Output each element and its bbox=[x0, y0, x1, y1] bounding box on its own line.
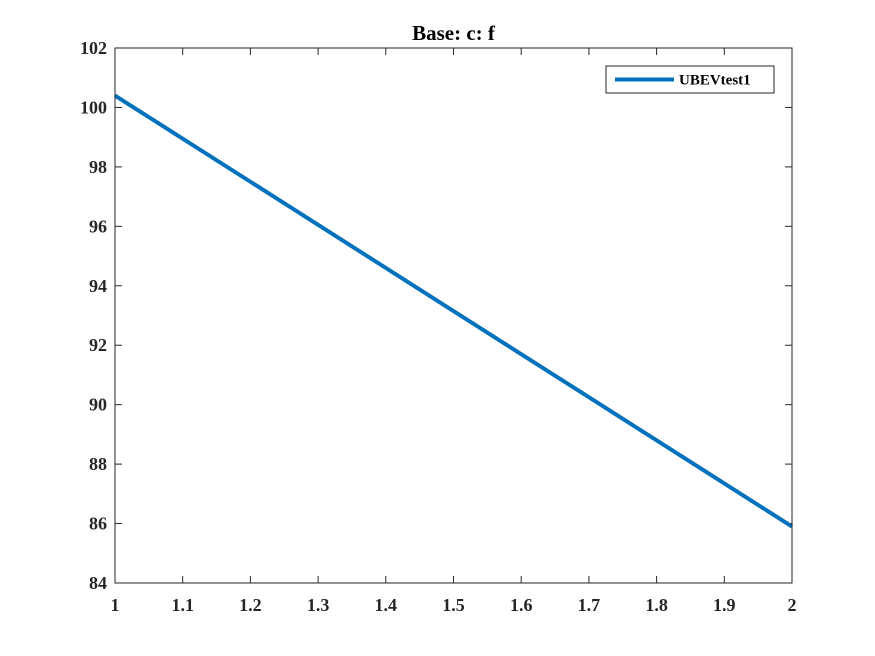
y-tick-label: 92 bbox=[89, 335, 107, 355]
x-tick-label: 1 bbox=[111, 595, 120, 615]
y-tick-label: 100 bbox=[80, 97, 107, 117]
y-tick-label: 94 bbox=[89, 276, 107, 296]
x-tick-label: 1.3 bbox=[307, 595, 330, 615]
y-tick-label: 84 bbox=[89, 573, 107, 593]
y-tick-label: 98 bbox=[89, 157, 107, 177]
x-tick-label: 1.1 bbox=[171, 595, 194, 615]
series-layer bbox=[113, 93, 794, 529]
x-tick-label: 1.7 bbox=[578, 595, 601, 615]
axis-ticks: 1 1.1 1.2 1.3 1.4 1.5 1.6 1.7 1.8 1.9 2 84 86 88 90 92 9… bbox=[80, 38, 797, 615]
x-tick-label: 2 bbox=[788, 595, 797, 615]
y-tick-label: 86 bbox=[89, 514, 107, 534]
x-tick-label: 1.6 bbox=[510, 595, 533, 615]
legend: UBEVtest1 bbox=[605, 65, 775, 94]
chart-title: Base: c: f bbox=[412, 21, 496, 45]
x-tick-label: 1.5 bbox=[442, 595, 465, 615]
plot-border bbox=[114, 47, 793, 584]
x-tick-label: 1.4 bbox=[375, 595, 398, 615]
x-tick-label: 1.9 bbox=[713, 595, 736, 615]
x-tick-label: 1.2 bbox=[239, 595, 262, 615]
y-tick-label: 102 bbox=[80, 38, 107, 58]
y-tick-label: 88 bbox=[89, 454, 107, 474]
legend-box bbox=[605, 65, 775, 94]
y-tick-label: 90 bbox=[89, 395, 107, 415]
legend-label: UBEVtest1 bbox=[679, 73, 751, 89]
y-tick-label: 96 bbox=[89, 216, 107, 236]
series-line-ubevtest1 bbox=[113, 93, 794, 529]
x-tick-label: 1.8 bbox=[645, 595, 668, 615]
plot-area bbox=[115, 48, 792, 583]
